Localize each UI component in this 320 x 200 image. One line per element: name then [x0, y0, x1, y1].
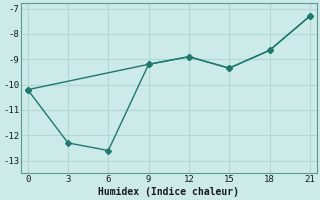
X-axis label: Humidex (Indice chaleur): Humidex (Indice chaleur): [98, 186, 239, 197]
